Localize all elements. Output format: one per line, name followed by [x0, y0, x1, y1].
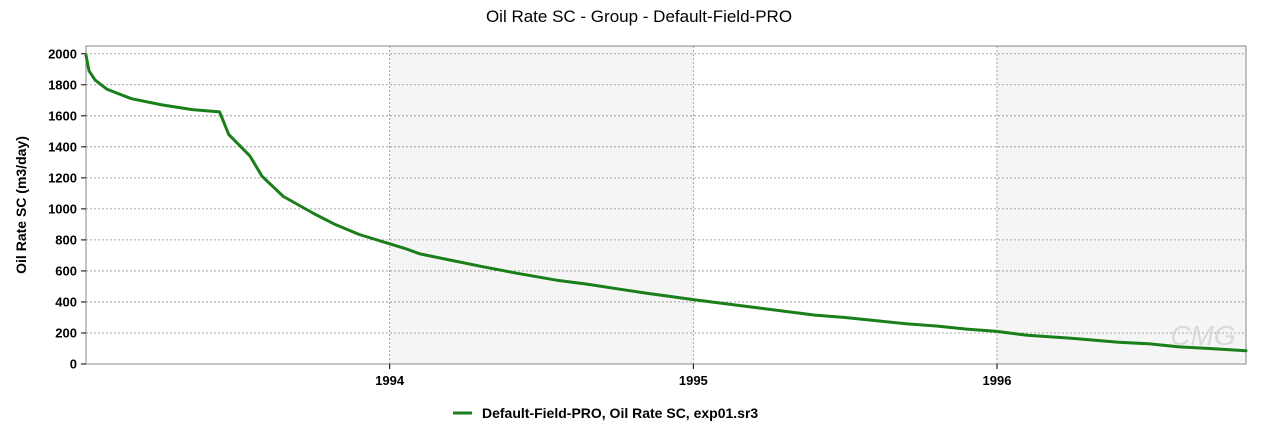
y-tick-label-1800: 1800 [48, 77, 77, 92]
cmg-watermark: CMG [1170, 320, 1235, 351]
plot-band-2 [693, 46, 997, 364]
y-tick-label-1600: 1600 [48, 108, 77, 123]
y-tick-label-400: 400 [55, 294, 77, 309]
plot-background-bands [86, 46, 1246, 364]
legend: Default-Field-PRO, Oil Rate SC, exp01.sr… [453, 405, 758, 421]
y-tick-label-2000: 2000 [48, 46, 77, 61]
y-tick-label-1000: 1000 [48, 201, 77, 216]
x-tick-label-1996: 1996 [983, 373, 1012, 388]
y-axis-label: Oil Rate SC (m3/day) [13, 136, 29, 274]
series-lines [84, 53, 1248, 353]
plot-frame [85, 45, 1247, 365]
y-tick-label-1200: 1200 [48, 170, 77, 185]
y-tick-label-1400: 1400 [48, 139, 77, 154]
x-tick-label-1994: 1994 [375, 373, 405, 388]
chart-title: Oil Rate SC - Group - Default-Field-PRO [486, 7, 792, 26]
x-tick-label-1995: 1995 [679, 373, 708, 388]
y-tick-label-800: 800 [55, 232, 77, 247]
plot-band-3 [996, 46, 1246, 364]
y-axis-ticks: 0 200 400 600 800 1000 1200 1400 1600 1800 2000 [48, 46, 86, 372]
y-tick-label-600: 600 [55, 263, 77, 278]
plot-band-0 [86, 46, 390, 364]
legend-label: Default-Field-PRO, Oil Rate SC, exp01.sr… [482, 405, 758, 421]
plot-band-1 [389, 46, 694, 364]
series-line-0 [84, 53, 1248, 353]
y-tick-label-200: 200 [55, 325, 77, 340]
y-tick-label-0: 0 [70, 357, 77, 372]
x-axis-ticks: 1994 1995 1996 [375, 364, 1011, 388]
